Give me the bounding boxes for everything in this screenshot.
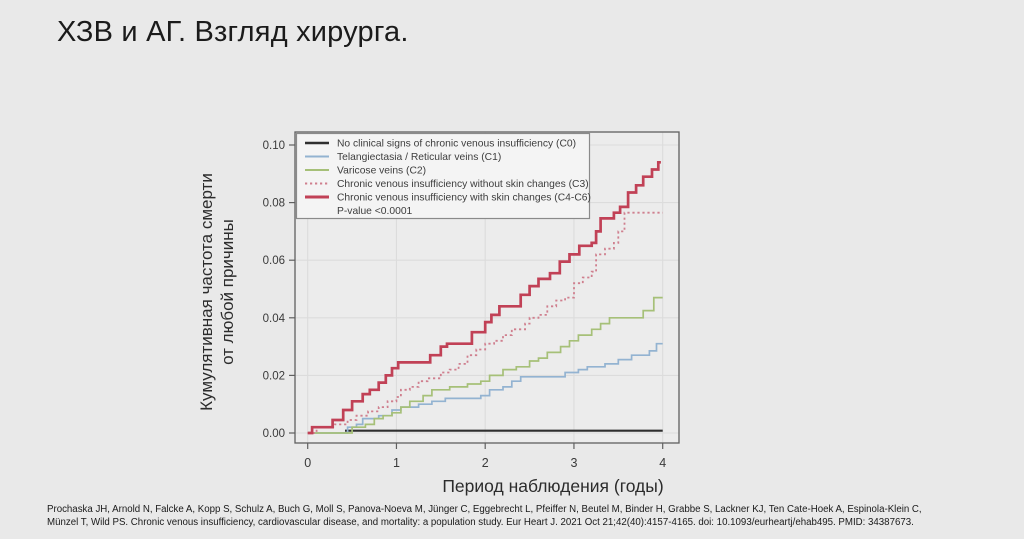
series-line-c3 — [307, 211, 663, 434]
citation-line-2: Münzel T, Wild PS. Chronic venous insuff… — [47, 516, 914, 528]
x-axis-title: Период наблюдения (годы) — [442, 476, 663, 496]
x-tick-label: 0 — [304, 456, 311, 470]
y-tick-label: 0.02 — [263, 370, 285, 382]
legend-p-value: P-value <0.0001 — [337, 206, 413, 217]
x-tick-label: 3 — [570, 456, 577, 470]
legend-box — [295, 132, 591, 220]
axes: 0 1 2 3 4 0.00 0.02 0.04 0.06 0.08 0.10 Период набл… — [197, 140, 666, 496]
y-axis-title-line: от любой причины — [218, 219, 237, 365]
legend-label-c1: Telangiectasia / Reticular veins (C1) — [337, 152, 501, 163]
y-tick-label: 0.00 — [263, 428, 285, 440]
y-axis-title-line: Кумулятивная частота смерти — [197, 173, 216, 411]
citation: Prochaska JH, Arnold N, Falcke A, Kopp S… — [47, 504, 922, 529]
y-tick-label: 0.06 — [263, 255, 285, 267]
legend-label-c4-c6: Chronic venous insufficiency with skin c… — [337, 193, 591, 204]
y-tick-label: 0.04 — [263, 313, 286, 325]
x-tick-label: 4 — [659, 456, 666, 470]
series-line-c4-c6 — [307, 160, 661, 435]
legend-label-c2: Varicose veins (C2) — [337, 166, 426, 177]
series-line-c2 — [307, 296, 663, 434]
citation-line-1: Prochaska JH, Arnold N, Falcke A, Kopp S… — [47, 504, 922, 515]
plot-frame — [294, 131, 680, 444]
series-curves — [307, 160, 663, 435]
y-tick-label: 0.10 — [263, 140, 285, 152]
legend-label-c3: Chronic venous insufficiency without ski… — [337, 179, 589, 190]
x-tick-label: 2 — [482, 456, 489, 470]
y-tick-label: 0.08 — [263, 198, 285, 210]
x-tick-label: 1 — [393, 456, 400, 470]
series-line-c1 — [307, 342, 663, 434]
slide-title: ХЗВ и АГ. Взгляд хирурга. — [57, 16, 409, 48]
legend: No clinical signs of chronic venous insu… — [295, 132, 591, 220]
legend-label-c0: No clinical signs of chronic venous insu… — [337, 139, 576, 150]
